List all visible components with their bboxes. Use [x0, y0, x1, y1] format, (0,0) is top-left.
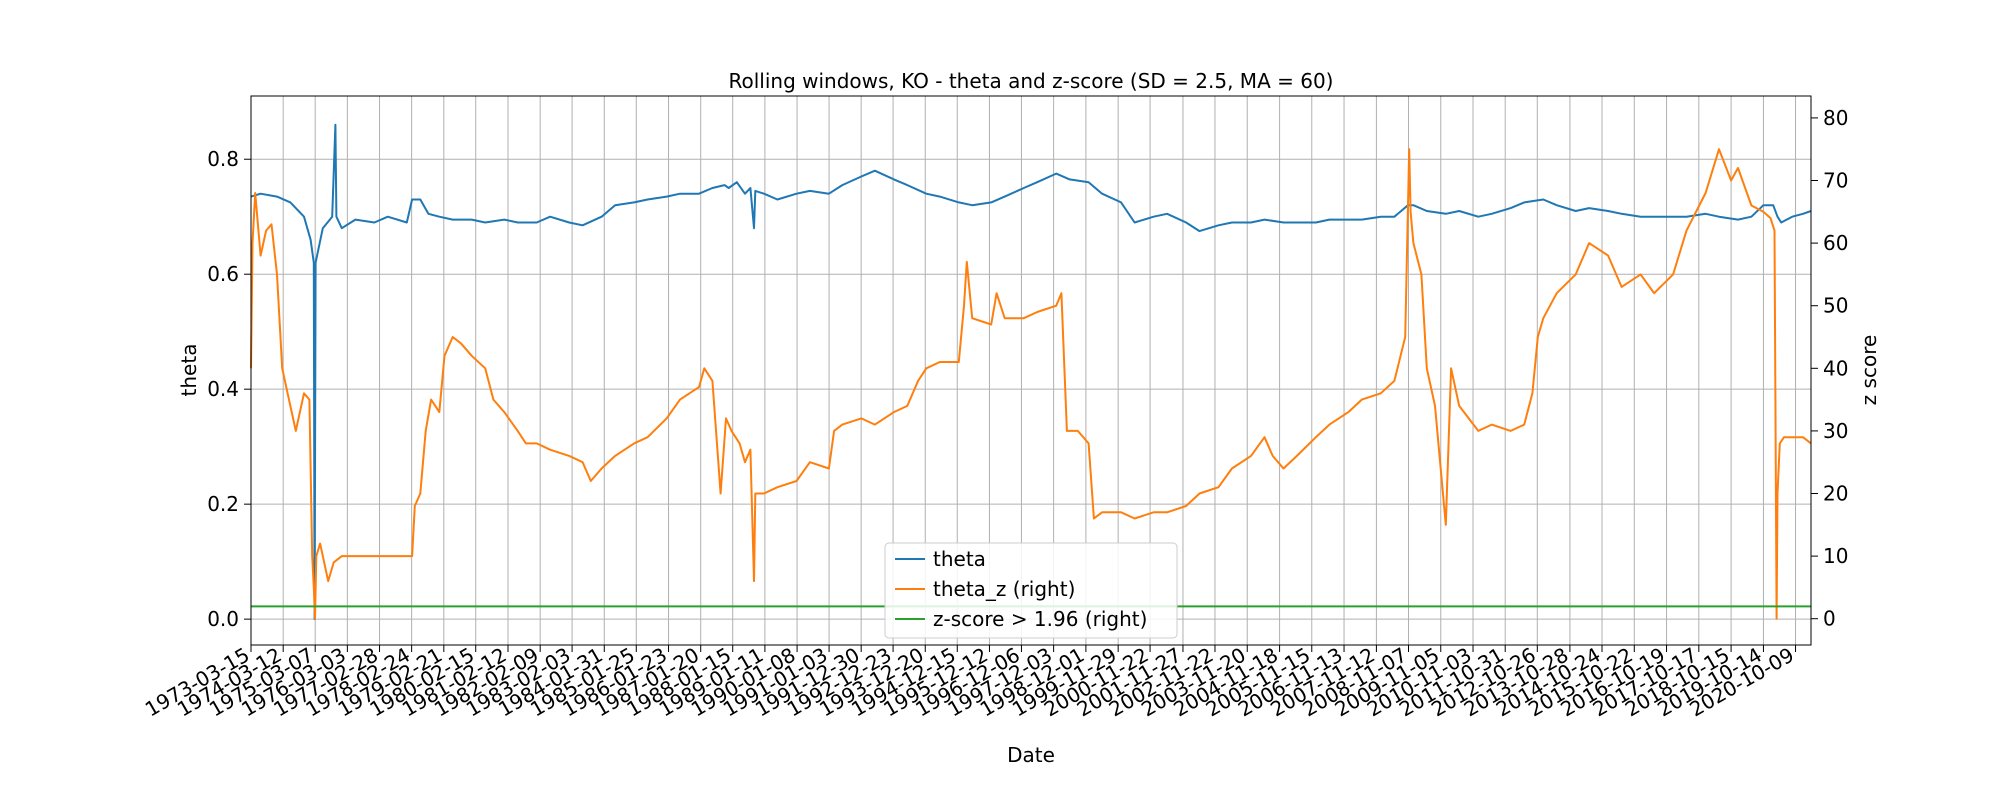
- legend-label-z-threshold: z-score > 1.96 (right): [933, 607, 1147, 631]
- y-tick-label-right: 30: [1823, 419, 1848, 443]
- y-tick-label-left: 0.2: [207, 492, 239, 516]
- legend: theta theta_z (right) z-score > 1.96 (ri…: [884, 542, 1178, 639]
- y-axis-label-left: theta: [177, 344, 201, 397]
- y-tick-label-left: 0.4: [207, 377, 239, 401]
- legend-label-theta: theta: [933, 547, 986, 571]
- y-tick-label-right: 50: [1823, 294, 1848, 318]
- y-tick-label-right: 20: [1823, 482, 1848, 506]
- y-tick-label-right: 80: [1823, 106, 1848, 130]
- legend-label-theta-z: theta_z (right): [933, 577, 1075, 601]
- y-tick-label-right: 10: [1823, 544, 1848, 568]
- y-tick-label-left: 0.6: [207, 262, 239, 286]
- y-tick-label-right: 0: [1823, 607, 1836, 631]
- y-tick-label-left: 0.8: [207, 147, 239, 171]
- series-line-theta: [250, 123, 1812, 621]
- y-tick-label-right: 70: [1823, 169, 1848, 193]
- chart-title: Rolling windows, KO - theta and z-score …: [729, 69, 1334, 93]
- series-line-theta-z: [250, 148, 1812, 620]
- y-tick-label-right: 60: [1823, 231, 1848, 255]
- y-axis-label-right: z score: [1857, 335, 1881, 406]
- legend-box: [884, 542, 1178, 639]
- x-axis-label: Date: [1007, 743, 1055, 767]
- y-tick-label-left: 0.0: [207, 607, 239, 631]
- plot-frame: [250, 95, 1812, 646]
- y-tick-label-right: 40: [1823, 356, 1848, 380]
